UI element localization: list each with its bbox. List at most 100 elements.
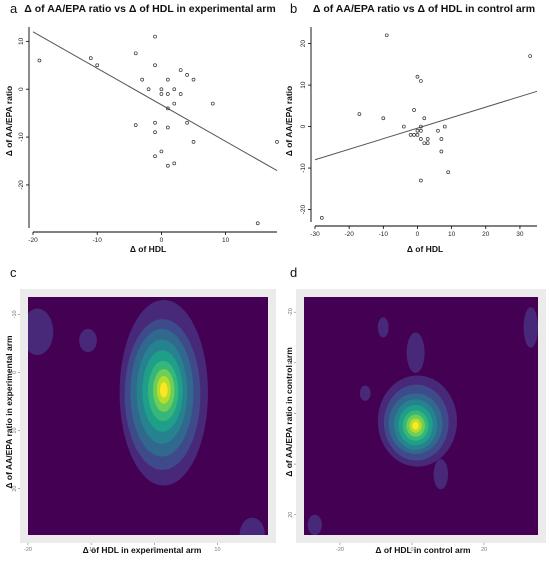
- panel-c-xtick-label: -10: [87, 547, 95, 553]
- panel-letter-d: d: [290, 265, 297, 280]
- panel-c-density-level: [160, 382, 168, 398]
- panel-b-point: [419, 137, 423, 141]
- panel-b-point: [401, 124, 406, 129]
- panel-b-point: [436, 128, 440, 133]
- panel-c-density: -20 -10 0 10 -10 0 10 20: [12, 289, 276, 553]
- panel-a-regression-line: [32, 31, 278, 172]
- panel-b-point: [384, 33, 389, 38]
- panel-a-point: [146, 87, 151, 92]
- panel-a-point: [153, 154, 157, 159]
- panel-c-xtick-label: -20: [24, 547, 32, 553]
- panel-b-ytick-label: -10: [300, 163, 307, 173]
- panel-d-xtick-label: -20: [336, 547, 344, 553]
- panel-b-point: [357, 112, 362, 116]
- panel-d-ytick-label: 0: [288, 412, 294, 415]
- panel-d-density: -20 0 20 -20 -10 0 10 20: [288, 289, 546, 553]
- panel-b-point: [412, 108, 416, 112]
- panel-b-title: Δ of AA/EPA ratio vs Δ of HDL in control…: [313, 3, 535, 15]
- panel-b-point: [408, 133, 413, 137]
- panel-b-point: [439, 137, 444, 141]
- panel-b-ytick-label: 10: [300, 81, 307, 89]
- panel-b-xtick-label: 0: [416, 231, 420, 238]
- panel-c-density-blob: [79, 328, 97, 353]
- panel-b-xtick-label: -20: [344, 231, 354, 238]
- panel-a-point: [275, 140, 279, 144]
- panel-a-point: [153, 34, 157, 39]
- panel-a-point: [159, 87, 164, 92]
- panel-d-plot-area: [304, 297, 538, 535]
- panel-b-point: [319, 216, 324, 220]
- panel-b-point: [422, 116, 427, 121]
- panel-a-point: [191, 77, 196, 82]
- panel-b-scatter: -30 -20 -10 0 10 20 30 20 10 0 -10 -20: [300, 27, 538, 238]
- panel-a-xtick-label: 10: [222, 237, 230, 244]
- panel-a-point: [185, 120, 189, 125]
- panel-b-regression-line: [314, 90, 538, 161]
- panel-d-xtick-label: 0: [410, 547, 413, 553]
- panel-d-density-blob: [523, 307, 538, 348]
- panel-letter-a: a: [10, 1, 18, 16]
- panel-c-ylabel: Δ of AA/EPA ratio in experimental arm: [4, 335, 14, 489]
- panel-d-ytick-label: -10: [288, 359, 294, 367]
- panel-b-point: [381, 116, 386, 121]
- panel-c-ytick-label: 20: [12, 485, 18, 491]
- panel-a-xlabel: Δ of HDL: [130, 244, 166, 254]
- panel-a-point: [191, 140, 196, 144]
- panel-b-xtick-label: 30: [516, 231, 524, 238]
- panel-a-point: [159, 92, 164, 96]
- panel-a-point: [172, 161, 177, 166]
- panel-b-point: [422, 141, 427, 146]
- panel-a-point: [88, 56, 93, 60]
- panel-a-ylabel: Δ of AA/EPA ratio: [4, 86, 14, 157]
- panel-a-point: [178, 92, 183, 96]
- panel-b-point: [419, 178, 423, 183]
- panel-a-point: [165, 163, 170, 168]
- panel-c-plot-area: [28, 297, 268, 535]
- panel-a-point: [165, 106, 170, 111]
- panel-b-ytick-label: 0: [300, 124, 307, 128]
- panel-b-point: [425, 137, 430, 141]
- panel-d-ytick-label: 20: [288, 512, 294, 518]
- panel-c-xlabel: Δ of HDL in experimental arm: [83, 545, 202, 555]
- panel-b-point: [415, 74, 420, 79]
- panel-d-xtick-label: 20: [481, 547, 487, 553]
- panel-a-scatter: -20 -10 0 10 10 0 -10 -20: [18, 27, 279, 244]
- panel-a-point: [172, 101, 177, 106]
- panel-b-point: [415, 128, 420, 133]
- panel-b-point: [528, 54, 533, 58]
- panel-b-xtick-label: 10: [448, 231, 456, 238]
- panel-d-density-blob: [406, 332, 425, 373]
- panel-d-density-blob: [307, 514, 322, 535]
- panel-b-point: [442, 124, 447, 129]
- panel-d-density-blob: [377, 317, 389, 338]
- panel-a-point: [165, 92, 170, 96]
- panel-a-point: [165, 125, 170, 130]
- panel-c-ytick-label: 0: [12, 371, 18, 374]
- panel-a-point: [133, 51, 138, 56]
- panel-d-ytick-label: 10: [288, 461, 294, 467]
- panel-letter-b: b: [290, 1, 297, 16]
- panel-b-ytick-label: 20: [300, 40, 307, 48]
- panel-a-point: [153, 63, 157, 68]
- panel-d-ytick-label: -20: [288, 308, 294, 316]
- panel-d-ylabel: Δ of AA/EPA ratio in control arm: [284, 347, 294, 477]
- panel-b-ylabel: Δ of AA/EPA ratio: [284, 86, 294, 157]
- panel-b-xtick-label: -10: [379, 231, 389, 238]
- panel-a-point: [95, 63, 100, 68]
- panel-c-xtick-label: 0: [153, 547, 156, 553]
- panel-a-ytick-label: 0: [18, 87, 25, 91]
- panel-d-density-level: [412, 421, 419, 430]
- panel-c-xtick-label: 10: [214, 547, 220, 553]
- panel-a-point: [255, 221, 260, 226]
- panel-a-point: [172, 87, 177, 92]
- panel-a-point: [210, 101, 215, 106]
- panel-a-xtick-label: -10: [93, 237, 103, 244]
- panel-a-xtick-label: -20: [28, 237, 38, 244]
- panel-b-point: [419, 79, 423, 83]
- panel-a-point: [165, 77, 170, 82]
- panel-b-point: [425, 141, 430, 146]
- panel-a-ytick-label: -10: [18, 132, 25, 142]
- panel-b-point: [415, 133, 420, 137]
- panel-d-density-blob: [359, 385, 371, 401]
- panel-a-point: [185, 73, 189, 77]
